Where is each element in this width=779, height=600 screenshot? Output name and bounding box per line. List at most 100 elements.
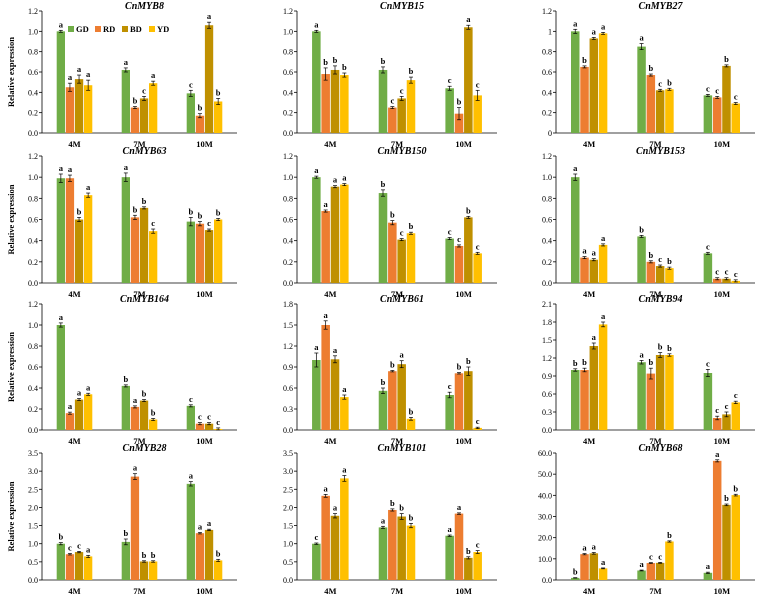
significance-letter: b <box>466 205 471 215</box>
significance-letter: c <box>734 269 738 279</box>
y-tick-label: 2.5 <box>28 485 38 494</box>
significance-letter: c <box>706 241 710 251</box>
bar-rd-10m <box>454 513 464 580</box>
bar-yd-4m <box>598 324 608 430</box>
significance-letter: b <box>573 567 578 577</box>
bar-gd-10m <box>703 572 713 580</box>
significance-letter: c <box>734 390 738 400</box>
chart-title: CnMYB68 <box>639 443 683 454</box>
bar-rd-10m <box>454 113 464 133</box>
bar-yd-10m <box>473 95 482 133</box>
y-tick-label: 0.2 <box>283 109 293 118</box>
bar-yd-7m <box>149 231 158 283</box>
significance-letter: c <box>207 218 211 228</box>
bar-yd-7m <box>406 80 416 133</box>
bar-gd-7m <box>378 527 388 580</box>
significance-letter: c <box>476 79 480 89</box>
y-axis-label: Relative expression <box>6 184 16 254</box>
y-tick-label: 1.2 <box>28 300 38 309</box>
significance-letter: c <box>457 234 461 244</box>
significance-letter: c <box>216 417 220 427</box>
significance-letter: a <box>86 544 91 554</box>
category-label: 4M <box>583 139 595 149</box>
legend: GD RD BD YD <box>68 24 169 34</box>
bar-gd-4m <box>570 370 580 430</box>
significance-letter: b <box>216 548 221 558</box>
category-label: 4M <box>68 586 80 596</box>
significance-letter: a <box>59 19 64 29</box>
category-label: 7M <box>133 289 145 299</box>
significance-letter: c <box>476 540 480 550</box>
bar-yd-10m <box>731 495 741 580</box>
bar-rd-7m <box>130 476 140 580</box>
significance-letter: b <box>77 206 82 216</box>
bar-gd-7m <box>121 541 130 580</box>
y-tick-label: 0.2 <box>28 405 38 414</box>
significance-letter: b <box>142 389 147 399</box>
significance-letter: a <box>77 64 82 74</box>
category-label: 4M <box>583 289 595 299</box>
bar-gd-10m <box>186 483 195 580</box>
chart-panel-10: 0.0 0.5 1.0 1.5 2.0 2.5 3.0 3.5 CnMYB28 Relative … <box>6 443 237 596</box>
y-tick-label: 40.0 <box>538 491 552 500</box>
significance-letter: a <box>324 199 329 209</box>
significance-letter: a <box>573 163 578 173</box>
bar-bd-4m <box>74 399 84 430</box>
significance-letter: a <box>324 310 329 320</box>
significance-letter: b <box>198 211 203 221</box>
category-label: 10M <box>455 586 472 596</box>
significance-letter: a <box>582 543 587 553</box>
y-tick-label: 1.2 <box>542 7 552 16</box>
legend-label-rd: RD <box>103 24 115 34</box>
significance-letter: c <box>400 228 404 238</box>
significance-letter: b <box>648 250 653 260</box>
significance-letter: a <box>400 350 405 360</box>
y-tick-label: 0.8 <box>283 194 293 203</box>
significance-letter: b <box>582 357 587 367</box>
category-label: 4M <box>324 139 336 149</box>
bar-bd-10m <box>722 414 731 430</box>
category-label: 10M <box>714 586 731 596</box>
bar-bd-7m <box>655 90 665 133</box>
y-tick-label: 0.2 <box>542 258 552 267</box>
significance-letter: b <box>123 374 128 384</box>
bar-bd-4m <box>74 219 84 283</box>
significance-letter: b <box>216 87 221 97</box>
category-label: 7M <box>133 436 145 446</box>
y-tick-label: 0 <box>548 129 552 138</box>
bar-gd-7m <box>378 69 388 133</box>
significance-letter: b <box>667 256 672 266</box>
bar-rd-4m <box>580 370 589 430</box>
bar-yd-10m <box>473 552 482 580</box>
category-label: 10M <box>714 436 731 446</box>
y-tick-label: 0.3 <box>283 405 293 414</box>
y-tick-label: 0.0 <box>28 129 38 138</box>
significance-letter: b <box>667 343 672 353</box>
y-axis-label: Relative expression <box>6 332 16 402</box>
significance-letter: a <box>124 57 129 67</box>
bar-yd-7m <box>406 525 416 580</box>
significance-letter: a <box>314 165 319 175</box>
chart-panel-7: 0.0 0.2 0.4 0.6 0.8 1.0 1.2 CnMYB164 Relative ex… <box>6 294 237 446</box>
category-label: 4M <box>324 586 336 596</box>
significance-letter: a <box>592 26 597 36</box>
significance-letter: c <box>476 241 480 251</box>
bar-gd-10m <box>703 373 713 430</box>
y-tick-label: 0.8 <box>28 48 38 57</box>
significance-letter: a <box>59 312 64 322</box>
significance-letter: b <box>151 407 156 417</box>
significance-letter: c <box>658 78 662 88</box>
bar-rd-4m <box>321 325 330 430</box>
significance-letter: c <box>715 405 719 415</box>
significance-letter: c <box>390 96 394 106</box>
significance-letter: a <box>133 463 138 473</box>
significance-letter: b <box>381 179 386 189</box>
significance-letter: b <box>123 528 128 538</box>
significance-letter: a <box>592 541 597 551</box>
bar-gd-4m <box>312 543 321 580</box>
y-tick-label: 1.5 <box>283 321 293 330</box>
significance-letter: b <box>639 224 644 234</box>
significance-letter: b <box>390 498 395 508</box>
bar-yd-7m <box>406 418 416 430</box>
